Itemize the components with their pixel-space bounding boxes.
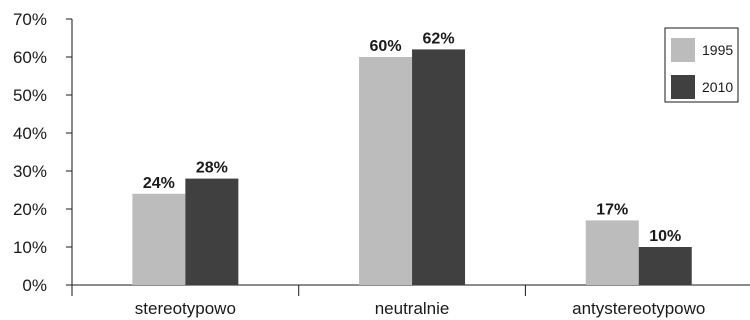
data-label: 10%: [649, 228, 681, 245]
data-label: 28%: [196, 160, 228, 177]
data-label: 24%: [143, 175, 175, 192]
bar-1995-neutralnie: [359, 57, 413, 285]
x-category-label: stereotypowo: [135, 299, 236, 318]
x-category-label: neutralnie: [375, 299, 450, 318]
legend-swatch-2010: [671, 75, 695, 99]
y-tick-label: 10%: [13, 238, 47, 257]
data-labels: 24% 28% 60% 62% 17% 10%: [143, 30, 681, 245]
data-label: 62%: [423, 30, 455, 47]
y-tick-label: 0%: [22, 276, 47, 295]
bars: [132, 49, 692, 286]
y-tick-label: 60%: [13, 48, 47, 67]
y-tick-label: 70%: [13, 10, 47, 29]
legend-label: 1995: [702, 42, 733, 58]
x-category-label: antystereotypowo: [572, 299, 705, 318]
bar-2010-antystereotypowo: [638, 247, 692, 285]
x-axis: stereotypowo neutralnie antystereotypowo: [71, 284, 750, 318]
legend-swatch-1995: [671, 38, 695, 62]
y-axis: 0% 10% 20% 30% 40% 50% 60% 70%: [13, 10, 73, 295]
bar-2010-stereotypowo: [185, 178, 239, 285]
legend-label: 2010: [702, 79, 733, 95]
legend: 1995 2010: [664, 27, 739, 103]
y-tick-label: 20%: [13, 200, 47, 219]
bar-2010-neutralnie: [412, 49, 466, 286]
y-tick-label: 40%: [13, 124, 47, 143]
y-tick-label: 50%: [13, 86, 47, 105]
data-label: 17%: [596, 201, 628, 218]
bar-1995-antystereotypowo: [585, 220, 639, 285]
data-label: 60%: [370, 38, 402, 55]
bar-1995-stereotypowo: [132, 193, 186, 285]
y-tick-label: 30%: [13, 162, 47, 181]
